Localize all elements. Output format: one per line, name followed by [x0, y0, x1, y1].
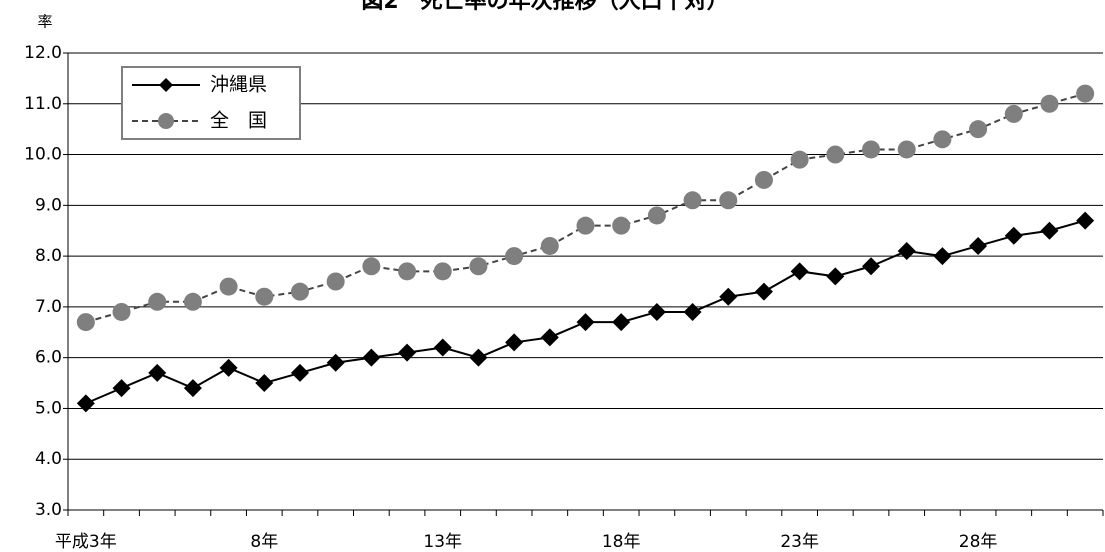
- data-point: [969, 236, 988, 255]
- data-point: [826, 267, 845, 286]
- data-point: [219, 277, 238, 296]
- data-point: [540, 328, 559, 347]
- data-point: [290, 363, 309, 382]
- data-point: [683, 302, 702, 321]
- data-point: [612, 313, 631, 332]
- x-tick-label: 平成3年: [55, 532, 117, 552]
- data-point: [112, 379, 131, 398]
- data-point: [1040, 221, 1059, 240]
- data-point: [219, 358, 238, 377]
- data-point: [576, 313, 595, 332]
- data-point: [505, 333, 524, 352]
- data-point: [505, 247, 524, 266]
- data-point: [862, 257, 881, 276]
- data-point: [1004, 104, 1023, 123]
- data-point: [183, 292, 202, 311]
- y-tick-label: 4.0: [35, 449, 62, 469]
- legend-label: 沖縄県: [210, 74, 267, 96]
- legend-label: 全 国: [210, 110, 267, 132]
- data-point: [933, 247, 952, 266]
- data-point: [255, 374, 274, 393]
- chart-title: 図2 死亡率の年次推移（人口千対）: [361, 0, 728, 14]
- data-point: [362, 348, 381, 367]
- data-point: [290, 282, 309, 301]
- data-point: [719, 287, 738, 306]
- data-point: [897, 242, 916, 261]
- x-tick-label: 23年: [780, 532, 819, 552]
- data-point: [433, 338, 452, 357]
- data-point: [754, 282, 773, 301]
- data-point: [647, 206, 666, 225]
- data-point: [1076, 84, 1095, 103]
- data-point: [183, 379, 202, 398]
- y-tick-label: 12.0: [24, 43, 62, 63]
- data-point: [326, 272, 345, 291]
- legend-marker: [159, 78, 173, 92]
- data-point: [612, 216, 631, 235]
- y-tick-label: 6.0: [35, 348, 62, 368]
- data-point: [826, 145, 845, 164]
- data-point: [1004, 226, 1023, 245]
- x-tick-label: 28年: [959, 532, 998, 552]
- data-point: [647, 302, 666, 321]
- data-point: [255, 287, 274, 306]
- data-point: [540, 236, 559, 255]
- data-point: [1076, 211, 1095, 230]
- data-point: [76, 394, 95, 413]
- data-point: [969, 120, 988, 139]
- y-tick-label: 5.0: [35, 398, 62, 418]
- data-point: [112, 302, 131, 321]
- data-point: [790, 262, 809, 281]
- data-point: [719, 191, 738, 210]
- x-tick-label: 18年: [602, 532, 641, 552]
- legend-marker: [158, 113, 174, 129]
- data-point: [933, 130, 952, 149]
- series-line: [85, 219, 1086, 405]
- y-tick-label: 10.0: [24, 145, 62, 165]
- y-axis-label: 率: [37, 13, 52, 31]
- y-tick-label: 11.0: [24, 94, 62, 114]
- data-point: [326, 353, 345, 372]
- data-point: [398, 343, 417, 362]
- y-tick-label: 9.0: [35, 195, 62, 215]
- data-point: [148, 363, 167, 382]
- data-point: [469, 348, 488, 367]
- data-point: [433, 262, 452, 281]
- data-point: [362, 257, 381, 276]
- legend-box: [121, 66, 301, 140]
- y-tick-label: 3.0: [35, 500, 62, 520]
- x-tick-label: 13年: [423, 532, 462, 552]
- data-point: [683, 191, 702, 210]
- data-point: [897, 140, 916, 159]
- data-point: [1040, 94, 1059, 113]
- x-tick-label: 8年: [250, 532, 278, 552]
- y-tick-label: 8.0: [35, 246, 62, 266]
- data-point: [862, 140, 881, 159]
- data-point: [148, 292, 167, 311]
- data-point: [790, 150, 809, 169]
- data-point: [469, 257, 488, 276]
- data-point: [754, 170, 773, 189]
- data-point: [576, 216, 595, 235]
- data-point: [398, 262, 417, 281]
- data-point: [76, 313, 95, 332]
- y-tick-label: 7.0: [35, 297, 62, 317]
